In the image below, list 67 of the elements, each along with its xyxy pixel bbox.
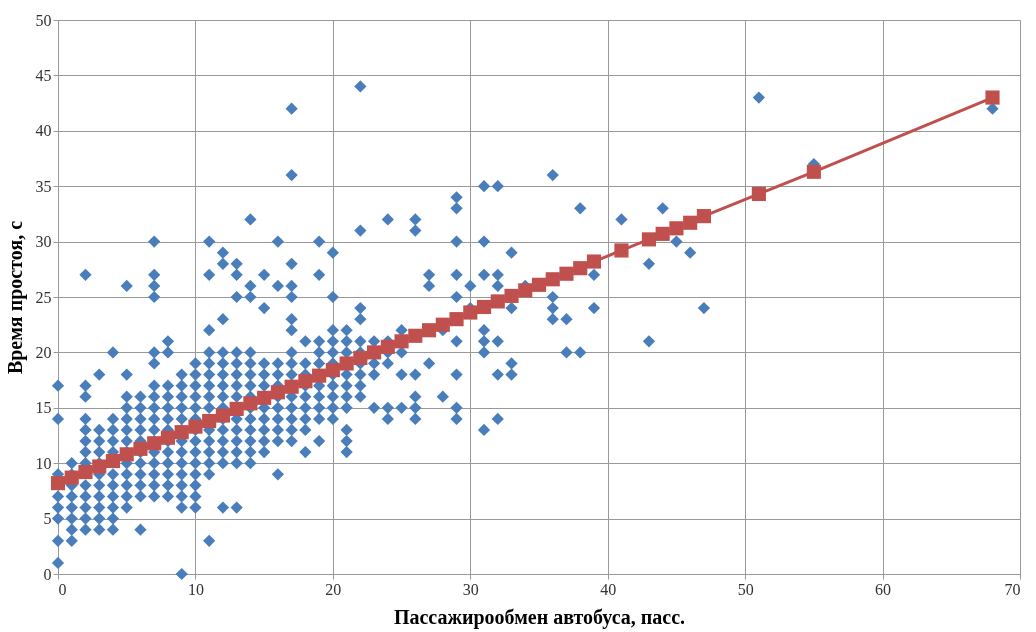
y-tick-label: 5: [43, 510, 52, 528]
y-tick-label: 35: [35, 177, 52, 195]
x-axis-title: Пассажирообмен автобуса, пасс.: [393, 605, 686, 629]
point: [284, 379, 299, 394]
point: [298, 374, 313, 389]
point: [133, 441, 148, 456]
point: [655, 226, 670, 241]
x-tick-label: 0: [58, 580, 67, 598]
point: [421, 323, 437, 338]
point: [985, 90, 1000, 105]
point: [64, 470, 79, 485]
point: [394, 334, 409, 349]
point: [751, 186, 766, 202]
y-tick-label: 10: [35, 454, 52, 472]
point: [188, 419, 203, 434]
point: [270, 385, 285, 400]
point: [408, 328, 423, 343]
point: [449, 312, 464, 327]
point: [559, 266, 574, 281]
point: [202, 414, 217, 429]
point: [339, 356, 354, 371]
point: [683, 215, 698, 230]
x-tick-label: 70: [1004, 580, 1021, 598]
y-axis-title: Время простоя, с: [3, 220, 27, 375]
point: [353, 350, 368, 366]
point: [215, 408, 230, 423]
point: [92, 459, 107, 474]
y-tick-label: 25: [35, 288, 52, 306]
point: [490, 294, 505, 309]
x-tick-label: 10: [187, 580, 204, 598]
point: [325, 363, 340, 378]
point: [380, 339, 395, 354]
y-tick-label: 45: [35, 66, 52, 84]
y-tick-label: 15: [35, 399, 52, 417]
point: [229, 401, 244, 416]
point: [696, 209, 711, 224]
point: [614, 243, 629, 258]
point: [545, 272, 560, 287]
y-tick-label: 0: [43, 565, 52, 583]
point: [531, 277, 547, 292]
point: [105, 453, 121, 469]
x-tick-label: 40: [600, 580, 617, 598]
x-tick-label: 50: [737, 580, 754, 598]
point: [435, 317, 450, 332]
point: [367, 345, 382, 360]
point: [243, 396, 258, 411]
point: [312, 368, 327, 383]
x-tick-label: 60: [875, 580, 892, 598]
point: [463, 305, 478, 320]
y-tick-label: 40: [35, 122, 52, 140]
point: [518, 283, 533, 298]
point: [586, 254, 602, 269]
y-tick-label: 50: [35, 11, 52, 29]
point: [78, 464, 93, 480]
x-tick-label: 30: [462, 580, 479, 598]
point: [669, 221, 684, 236]
point: [50, 476, 66, 491]
point: [476, 299, 492, 315]
x-tick-label: 20: [325, 580, 342, 598]
point: [160, 430, 176, 445]
y-tick-label: 20: [35, 343, 52, 361]
point: [641, 232, 657, 247]
point: [257, 390, 272, 405]
y-tick-label: 30: [35, 233, 52, 251]
point: [573, 261, 588, 276]
point: [504, 288, 519, 303]
point: [806, 164, 821, 179]
